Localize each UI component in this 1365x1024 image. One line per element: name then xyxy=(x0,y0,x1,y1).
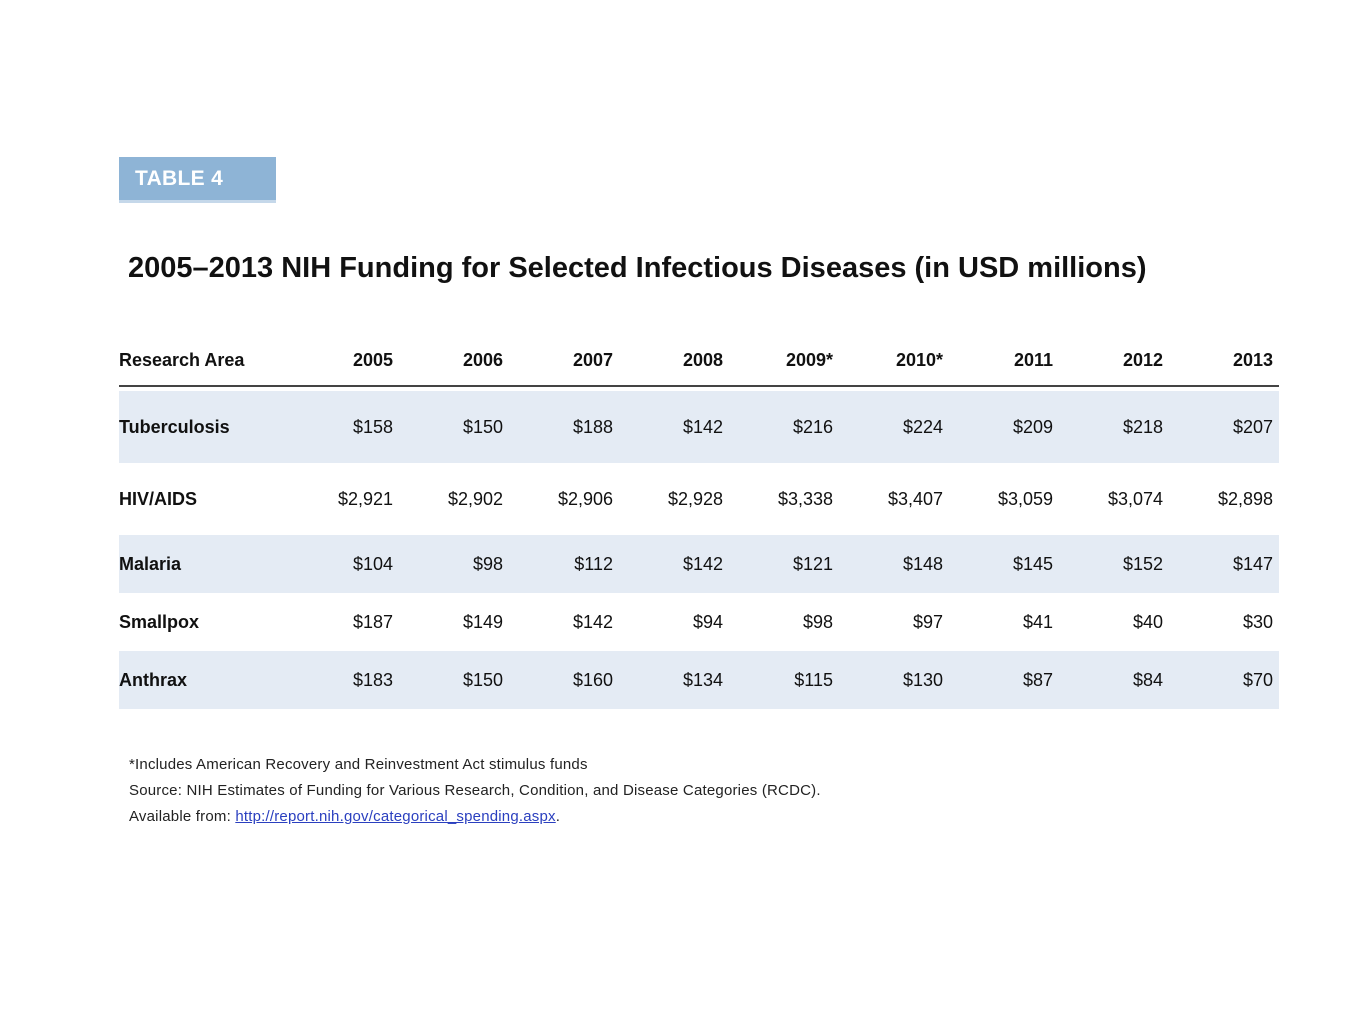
funding-cell: $142 xyxy=(619,535,729,593)
funding-cell: $152 xyxy=(1059,535,1169,593)
funding-cell: $2,921 xyxy=(337,488,393,509)
table-row: Smallpox $187 $149 $142 $94 $98 $97 $41 … xyxy=(119,593,1279,651)
source-footnote: Source: NIH Estimates of Funding for Var… xyxy=(129,782,821,799)
column-header: 2012 xyxy=(1059,335,1169,387)
funding-cell: $98 xyxy=(802,611,833,632)
funding-cell: $147 xyxy=(1169,535,1279,593)
funding-cell: $149 xyxy=(462,611,503,632)
table-header-row: Research Area 2005 2006 2007 2008 2009* … xyxy=(119,335,1279,387)
column-header: 2013 xyxy=(1169,335,1279,387)
research-area-cell: Malaria xyxy=(119,535,289,593)
funding-cell: $70 xyxy=(1169,651,1279,709)
table-number-badge: TABLE 4 xyxy=(119,157,276,203)
funding-cell: $216 xyxy=(729,391,839,463)
stimulus-footnote: *Includes American Recovery and Reinvest… xyxy=(129,756,588,773)
page-title: 2005–2013 NIH Funding for Selected Infec… xyxy=(128,252,1147,284)
availability-footnote: Available from: http://report.nih.gov/ca… xyxy=(129,804,821,830)
funding-cell: $130 xyxy=(839,651,949,709)
funding-cell: $3,338 xyxy=(777,488,833,509)
funding-cell: $207 xyxy=(1169,391,1279,463)
funding-cell: $3,407 xyxy=(887,488,943,509)
research-area-cell: Anthrax xyxy=(119,651,289,709)
funding-cell: $218 xyxy=(1059,391,1169,463)
funding-cell: $84 xyxy=(1059,651,1169,709)
funding-cell: $2,902 xyxy=(447,488,503,509)
column-header: 2007 xyxy=(509,335,619,387)
funding-cell: $2,898 xyxy=(1217,488,1273,509)
funding-cell: $209 xyxy=(949,391,1059,463)
funding-cell: $98 xyxy=(399,535,509,593)
funding-table: Research Area 2005 2006 2007 2008 2009* … xyxy=(119,335,1279,709)
research-area-cell: HIV/AIDS xyxy=(119,488,198,509)
funding-cell: $148 xyxy=(839,535,949,593)
funding-cell: $112 xyxy=(509,535,619,593)
funding-cell: $145 xyxy=(949,535,1059,593)
funding-cell: $104 xyxy=(289,535,399,593)
funding-cell: $158 xyxy=(289,391,399,463)
column-header: 2011 xyxy=(949,335,1059,387)
research-area-cell: Smallpox xyxy=(119,611,200,632)
column-header: 2010* xyxy=(839,335,949,387)
funding-cell: $40 xyxy=(1132,611,1163,632)
table-row: HIV/AIDS $2,921 $2,902 $2,906 $2,928 $3,… xyxy=(119,463,1279,535)
research-area-cell: Tuberculosis xyxy=(119,391,289,463)
funding-cell: $142 xyxy=(572,611,613,632)
funding-cell: $2,928 xyxy=(667,488,723,509)
footnotes: *Includes American Recovery and Reinvest… xyxy=(129,752,821,830)
column-header: 2009* xyxy=(729,335,839,387)
funding-cell: $87 xyxy=(949,651,1059,709)
funding-cell: $2,906 xyxy=(557,488,613,509)
funding-cell: $183 xyxy=(289,651,399,709)
funding-cell: $134 xyxy=(619,651,729,709)
funding-cell: $3,074 xyxy=(1107,488,1163,509)
table-row: Tuberculosis $158 $150 $188 $142 $216 $2… xyxy=(119,391,1279,463)
column-header: 2008 xyxy=(619,335,729,387)
funding-cell: $94 xyxy=(692,611,723,632)
funding-cell: $150 xyxy=(399,391,509,463)
table-row: Anthrax $183 $150 $160 $134 $115 $130 $8… xyxy=(119,651,1279,709)
column-header: 2006 xyxy=(399,335,509,387)
funding-cell: $160 xyxy=(509,651,619,709)
availability-prefix: Available from: xyxy=(129,808,236,825)
table-row: Malaria $104 $98 $112 $142 $121 $148 $14… xyxy=(119,535,1279,593)
column-header: Research Area xyxy=(119,335,289,387)
funding-cell: $115 xyxy=(729,651,839,709)
funding-cell: $121 xyxy=(729,535,839,593)
funding-cell: $30 xyxy=(1242,611,1273,632)
funding-cell: $224 xyxy=(839,391,949,463)
funding-cell: $188 xyxy=(509,391,619,463)
funding-cell: $97 xyxy=(912,611,943,632)
column-header: 2005 xyxy=(289,335,399,387)
funding-cell: $41 xyxy=(1022,611,1053,632)
funding-cell: $150 xyxy=(399,651,509,709)
funding-cell: $187 xyxy=(352,611,393,632)
availability-suffix: . xyxy=(555,808,561,825)
funding-cell: $3,059 xyxy=(997,488,1053,509)
source-link[interactable]: http://report.nih.gov/categorical_spendi… xyxy=(235,808,556,825)
funding-cell: $142 xyxy=(619,391,729,463)
